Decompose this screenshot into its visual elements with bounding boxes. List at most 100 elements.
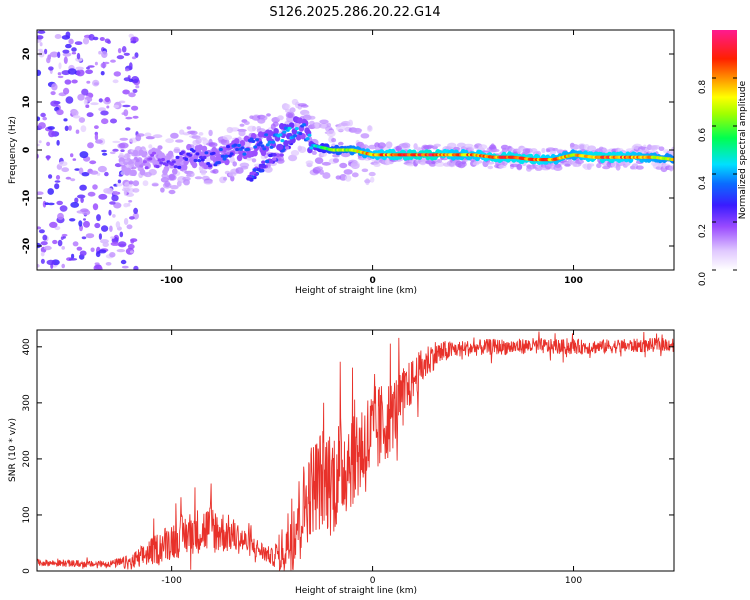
- spectrogram-cell: [151, 183, 159, 187]
- figure-title: S126.2025.286.20.22.G14: [269, 5, 440, 20]
- spectrogram-cell: [222, 134, 233, 141]
- spectrogram-cell: [112, 79, 119, 84]
- spectrogram-cell: [129, 216, 135, 220]
- spectrogram-cell: [188, 153, 193, 157]
- spectrogram-cell: [37, 116, 41, 122]
- spectrogram-cell: [78, 167, 84, 175]
- spectrogram-cell: [300, 104, 309, 108]
- spectrogram-cell: [61, 233, 68, 237]
- spectrogram-cell: [261, 160, 266, 164]
- spectrogram-cell: [116, 182, 123, 187]
- snr-axes: -100 0 100 0 100 200 300 400: [22, 330, 674, 586]
- spectrogram-cell: [170, 132, 179, 139]
- y-tick-label: 100: [22, 506, 32, 523]
- spectrogram-cell: [51, 83, 58, 91]
- y-tick-label: 400: [22, 338, 32, 355]
- spectrogram-cell: [164, 180, 171, 188]
- colorbar-gradient: [712, 30, 737, 270]
- spectrogram-cell: [577, 143, 587, 151]
- spectrogram-cell: [193, 158, 198, 163]
- spectrogram-cell: [47, 188, 54, 195]
- spectrogram-cell: [220, 138, 230, 146]
- spectrogram-cell: [85, 104, 90, 108]
- spectrogram-cell: [115, 221, 121, 229]
- spectrogram-cell: [38, 229, 45, 234]
- spectrogram-cell: [635, 165, 644, 170]
- spectrogram-cell: [276, 158, 285, 164]
- spectrogram-cell: [116, 249, 126, 253]
- spectrogram-cell: [112, 190, 119, 196]
- spectrogram-cell: [97, 165, 107, 173]
- spectrogram-cell: [501, 147, 508, 153]
- spectrogram-cell: [90, 247, 95, 253]
- spectrogram-cell: [171, 160, 176, 164]
- spectrogram-cell: [144, 166, 149, 170]
- spectrogram-cell: [200, 169, 207, 176]
- spectrogram-cell: [653, 145, 661, 149]
- spectrogram-cell: [142, 160, 147, 164]
- spectrogram-cell: [37, 69, 42, 76]
- spectrogram-cell: [236, 154, 243, 162]
- spectrogram-cell: [164, 163, 169, 167]
- spectrogram-cell: [118, 142, 129, 149]
- spectrogram-cell: [132, 180, 140, 187]
- spectrogram-cell: [72, 241, 79, 247]
- spectrogram-cell: [79, 184, 87, 191]
- spectrogram-cell: [37, 226, 42, 230]
- spectrogram-cell: [71, 47, 77, 52]
- spectrogram-cell: [81, 172, 90, 177]
- spectrogram-cell: [249, 171, 254, 176]
- spectrogram-cell: [83, 220, 90, 228]
- spectrogram-cell: [87, 142, 94, 149]
- spectrogram-cell: [133, 265, 139, 270]
- spectrogram-cell: [206, 162, 211, 166]
- spectrogram-cell: [126, 152, 131, 159]
- spectrogram-cell: [160, 187, 165, 193]
- spectrogram-cell: [123, 218, 129, 225]
- spectrogram-cell: [148, 169, 157, 176]
- spectrogram-cell: [56, 139, 60, 146]
- spectrogram-cell: [243, 121, 250, 125]
- spectrogram-cell: [426, 144, 434, 149]
- spectrogram-cell: [38, 48, 43, 52]
- spectrogram-cell: [78, 117, 86, 123]
- spectrogram-cell: [131, 169, 137, 177]
- spectrogram-cell: [222, 157, 227, 161]
- spectrogram-cell: [252, 150, 258, 157]
- spectrogram-cell: [302, 123, 307, 127]
- spectrogram-cells: [37, 30, 674, 270]
- spectrogram-cell: [109, 252, 116, 258]
- spectrogram-cell: [309, 146, 314, 150]
- spectrogram-cell: [99, 37, 105, 41]
- spectrogram-cell: [319, 169, 324, 175]
- spectrogram-cell: [433, 143, 441, 147]
- spectrogram-cell: [258, 141, 263, 145]
- x-tick-label: -100: [161, 576, 182, 586]
- spectrogram-cell: [360, 133, 370, 139]
- spectrogram-cell: [54, 34, 62, 39]
- spectrogram-cell: [117, 241, 127, 248]
- spectrogram-cell: [119, 152, 124, 157]
- colorbar-tick-label: 0.2: [698, 224, 708, 238]
- spectrogram-cell: [377, 142, 386, 149]
- spectrogram-cell: [204, 151, 209, 155]
- spectrogram-cell: [280, 139, 285, 143]
- spectrogram-cell: [59, 205, 68, 212]
- spectrogram-cell: [48, 130, 56, 138]
- spectrogram-cell: [72, 158, 77, 161]
- spectrogram-cell: [307, 133, 312, 137]
- spectrogram-cell: [71, 253, 75, 259]
- spectrogram-cell: [136, 133, 145, 137]
- spectrogram-cell: [92, 184, 98, 190]
- spectrogram-cell: [161, 157, 165, 162]
- spectrogram-cell: [130, 163, 135, 167]
- spectrogram-cell: [94, 262, 100, 266]
- spectrogram-cell: [98, 233, 102, 240]
- spectrogram-cell: [191, 149, 196, 153]
- spectrogram-cell: [46, 155, 50, 161]
- spectrogram-cell: [256, 167, 261, 172]
- spectrogram-cell: [130, 250, 134, 254]
- spectrogram-cell: [186, 126, 192, 130]
- spectrogram-cell: [211, 151, 216, 155]
- spectrogram-cell: [112, 214, 116, 218]
